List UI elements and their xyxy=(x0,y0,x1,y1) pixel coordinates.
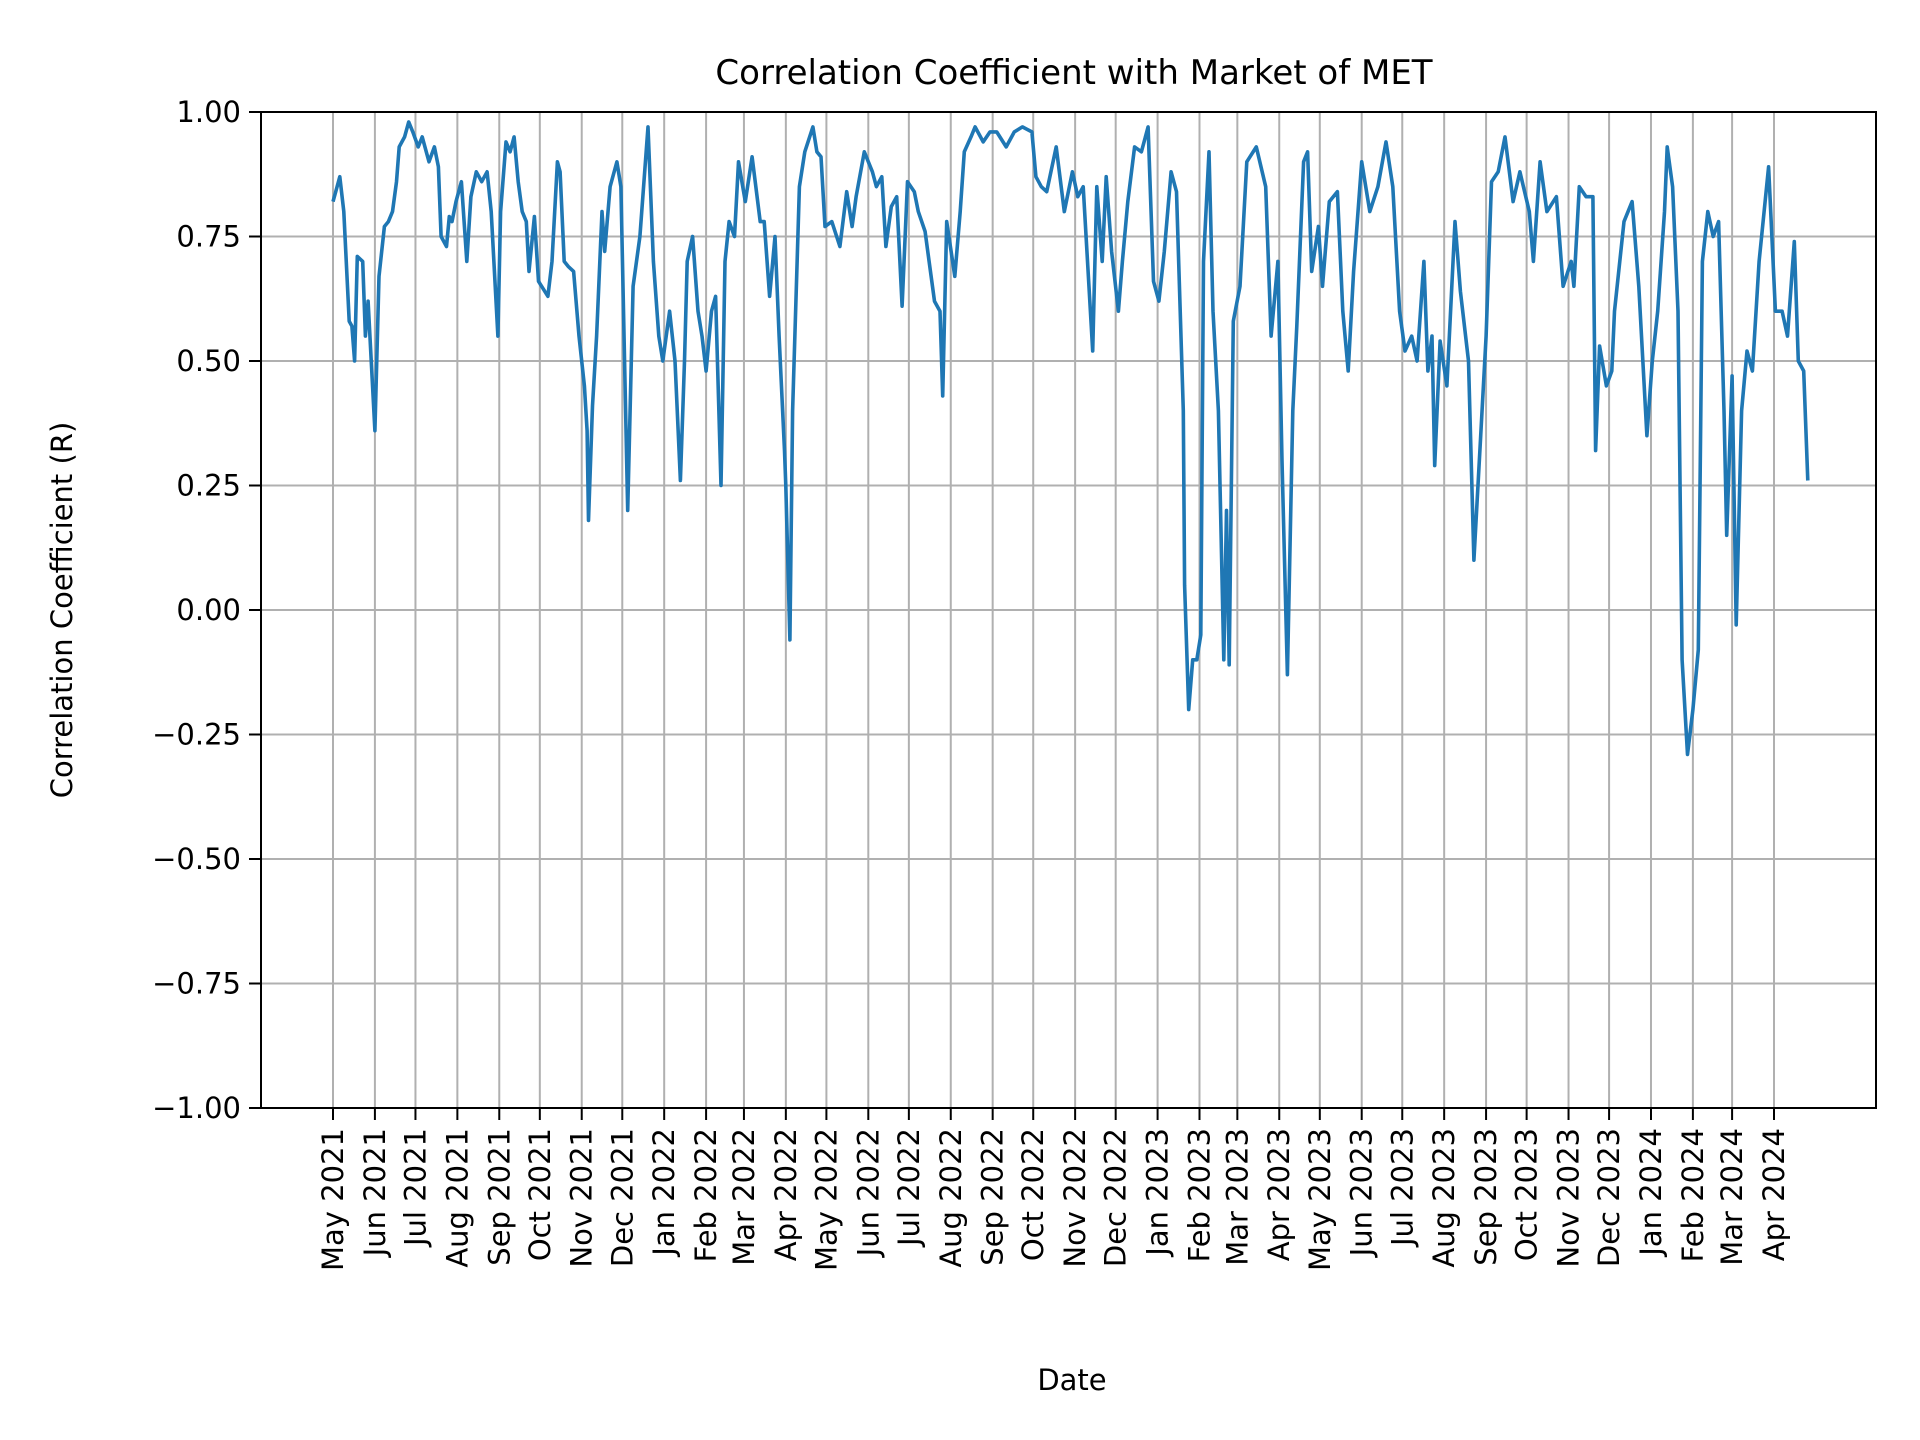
x-tick-label: Aug 2021 xyxy=(440,1128,474,1268)
y-tick-label: 0.25 xyxy=(176,469,241,503)
x-tick-label: Jul 2022 xyxy=(892,1128,926,1248)
correlation-series-line xyxy=(331,120,1810,757)
x-tick-label: Apr 2023 xyxy=(1262,1128,1296,1261)
y-tick-label: −1.00 xyxy=(152,1091,241,1125)
x-tick-label: Feb 2022 xyxy=(689,1128,723,1262)
x-tick-label: Feb 2024 xyxy=(1676,1128,1710,1262)
x-tick-label: Mar 2024 xyxy=(1715,1128,1749,1266)
x-tick-label: Dec 2021 xyxy=(605,1128,639,1267)
x-tick-label: Jan 2024 xyxy=(1634,1128,1668,1258)
x-tick-label: Jan 2023 xyxy=(1141,1128,1175,1258)
x-tick-label: Sep 2021 xyxy=(482,1128,516,1266)
x-tick-label: Apr 2024 xyxy=(1757,1128,1791,1261)
x-tick-label: Oct 2021 xyxy=(523,1128,557,1261)
y-tick-label: 0.50 xyxy=(176,344,241,378)
x-tick-label: May 2022 xyxy=(809,1128,843,1271)
y-tick-label: −0.25 xyxy=(152,718,241,752)
x-tick-label: May 2023 xyxy=(1303,1128,1337,1271)
x-tick-label: Sep 2022 xyxy=(976,1128,1010,1266)
y-tick-label: −0.75 xyxy=(152,967,241,1001)
x-tick-label: Jan 2022 xyxy=(647,1128,681,1258)
x-tick-label: Dec 2023 xyxy=(1592,1128,1626,1267)
x-tick-label: Nov 2021 xyxy=(565,1128,599,1268)
x-axis-ticks: May 2021 Jun 2021 Jul 2021 Aug 2021 Sep 2021… xyxy=(316,1108,1791,1271)
x-tick-label: Apr 2022 xyxy=(769,1128,803,1261)
y-tick-label: 1.00 xyxy=(176,95,241,129)
x-tick-label: Oct 2022 xyxy=(1016,1128,1050,1261)
y-tick-label: 0.00 xyxy=(176,593,241,627)
grid xyxy=(261,111,1876,1109)
y-axis-ticks: −1.00 −0.75 −0.50 −0.25 0.00 0.25 0.50 0.75 1.00 xyxy=(152,95,261,1125)
x-tick-label: Jul 2021 xyxy=(398,1128,432,1248)
chart-title: Correlation Coefficient with Market of M… xyxy=(715,53,1432,93)
x-tick-label: Oct 2023 xyxy=(1510,1128,1544,1261)
x-tick-label: Feb 2023 xyxy=(1182,1128,1216,1262)
x-tick-label: Jun 2022 xyxy=(851,1128,885,1258)
x-tick-label: Jul 2023 xyxy=(1385,1128,1419,1248)
x-tick-label: Dec 2022 xyxy=(1099,1128,1133,1267)
x-tick-label: Nov 2022 xyxy=(1058,1128,1092,1268)
x-tick-label: Mar 2023 xyxy=(1220,1128,1254,1266)
x-tick-label: Aug 2023 xyxy=(1427,1128,1461,1268)
x-tick-label: May 2021 xyxy=(316,1128,350,1271)
x-tick-label: Jun 2023 xyxy=(1345,1128,1379,1258)
x-tick-label: Sep 2023 xyxy=(1469,1128,1503,1266)
y-tick-label: 0.75 xyxy=(176,220,241,254)
series-layer xyxy=(331,120,1810,757)
x-tick-label: Nov 2023 xyxy=(1552,1128,1586,1268)
x-tick-label: Jun 2021 xyxy=(358,1128,392,1258)
x-tick-label: Mar 2022 xyxy=(727,1128,761,1266)
x-tick-label: Aug 2022 xyxy=(934,1128,968,1268)
y-axis-label: Correlation Coefficient (R) xyxy=(45,422,79,799)
y-tick-label: −0.50 xyxy=(152,842,241,876)
x-axis-label: Date xyxy=(1037,1363,1106,1397)
